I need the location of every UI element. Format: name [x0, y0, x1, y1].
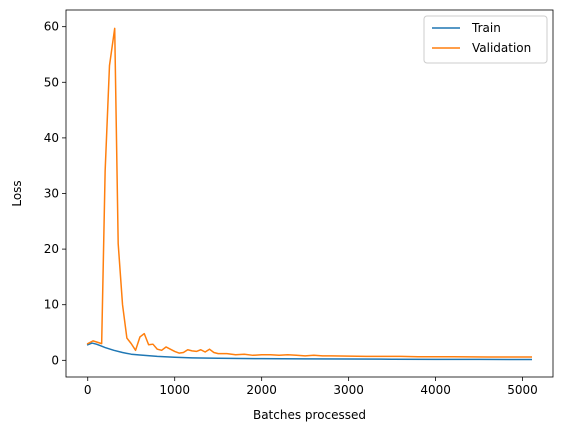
legend: Train Validation [423, 15, 548, 64]
y-tick-label: 30 [44, 187, 59, 201]
plot-frame [65, 9, 554, 378]
x-tick-label: 4000 [420, 383, 451, 397]
x-tick-label: 2000 [246, 383, 277, 397]
y-tick-label: 60 [44, 20, 59, 34]
y-tick-label: 50 [44, 75, 59, 89]
y-tick-label: 20 [44, 242, 59, 256]
y-axis-label: Loss [10, 180, 24, 206]
legend-label-validation: Validation [472, 41, 531, 55]
series-layer [86, 27, 533, 361]
x-axis-label: Batches processed [253, 408, 366, 422]
y-axis-ticks: 0 10 20 30 40 50 60 [44, 20, 66, 367]
x-axis-ticks: 0 1000 2000 3000 4000 5000 [84, 377, 538, 397]
x-tick-label: 5000 [507, 383, 538, 397]
y-tick-label: 40 [44, 131, 59, 145]
series-line-train [86, 342, 533, 361]
x-tick-label: 0 [84, 383, 92, 397]
series-line-validation [86, 27, 533, 358]
x-tick-label: 1000 [159, 383, 190, 397]
y-tick-label: 0 [51, 353, 59, 367]
legend-label-train: Train [471, 21, 501, 35]
x-tick-label: 3000 [333, 383, 364, 397]
y-tick-label: 10 [44, 298, 59, 312]
